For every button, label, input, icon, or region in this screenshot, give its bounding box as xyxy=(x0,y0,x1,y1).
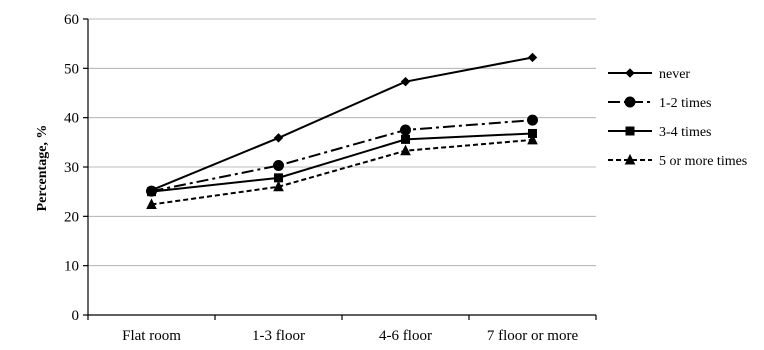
legend-item: 5 or more times xyxy=(608,153,747,169)
legend-label: 5 or more times xyxy=(659,154,747,169)
data-point xyxy=(146,198,157,209)
x-tick-label: Flat room xyxy=(122,328,181,344)
y-axis-label: Percentage, % xyxy=(35,125,50,212)
legend-marker xyxy=(624,153,636,165)
legend-item: never xyxy=(608,67,690,82)
y-tick-label: 40 xyxy=(64,111,79,127)
data-point xyxy=(527,52,538,63)
legend-item: 3-4 times xyxy=(608,125,712,140)
legend-marker xyxy=(625,68,635,78)
data-point xyxy=(273,160,284,172)
series-line xyxy=(151,138,533,206)
data-point xyxy=(273,133,284,143)
series-5-or-more-times xyxy=(146,133,538,209)
series-line xyxy=(151,119,533,193)
legend: never 1-2 times 3-4 times 5 or more times xyxy=(608,67,747,169)
legend-label: never xyxy=(659,67,690,82)
y-tick-label: 60 xyxy=(64,12,79,28)
data-point xyxy=(400,124,411,136)
data-point xyxy=(400,144,411,156)
legend-label: 1-2 times xyxy=(659,96,712,111)
data-point xyxy=(401,134,410,144)
y-tick-label: 20 xyxy=(64,209,79,225)
legend-item: 1-2 times xyxy=(608,96,712,111)
data-point xyxy=(147,187,156,197)
legend-marker xyxy=(625,126,635,136)
data-point xyxy=(527,114,538,126)
series-1-2-times xyxy=(146,114,538,197)
gridlines xyxy=(88,18,596,267)
y-tick-label: 30 xyxy=(64,160,79,176)
axes xyxy=(83,18,597,320)
y-tick-label: 10 xyxy=(64,259,79,275)
x-tick-label: 4-6 floor xyxy=(379,328,432,344)
series-line xyxy=(151,132,533,193)
y-tick-label: 0 xyxy=(72,308,80,324)
series-line xyxy=(151,56,533,192)
y-tick-labels: 0 10 20 30 40 50 60 xyxy=(64,12,79,324)
legend-marker xyxy=(624,96,636,108)
data-point xyxy=(400,76,411,87)
legend-label: 3-4 times xyxy=(659,125,712,140)
x-tick-label: 7 floor or more xyxy=(487,328,579,344)
data-point xyxy=(527,133,538,145)
y-tick-label: 50 xyxy=(64,61,79,77)
series-lines xyxy=(146,52,538,209)
series-never xyxy=(146,52,538,195)
series-3-4-times xyxy=(147,128,537,197)
x-tick-labels: Flat room 1-3 floor 4-6 floor 7 floor or mo… xyxy=(122,328,578,344)
x-tick-label: 1-3 floor xyxy=(252,328,305,344)
data-point xyxy=(273,180,284,192)
